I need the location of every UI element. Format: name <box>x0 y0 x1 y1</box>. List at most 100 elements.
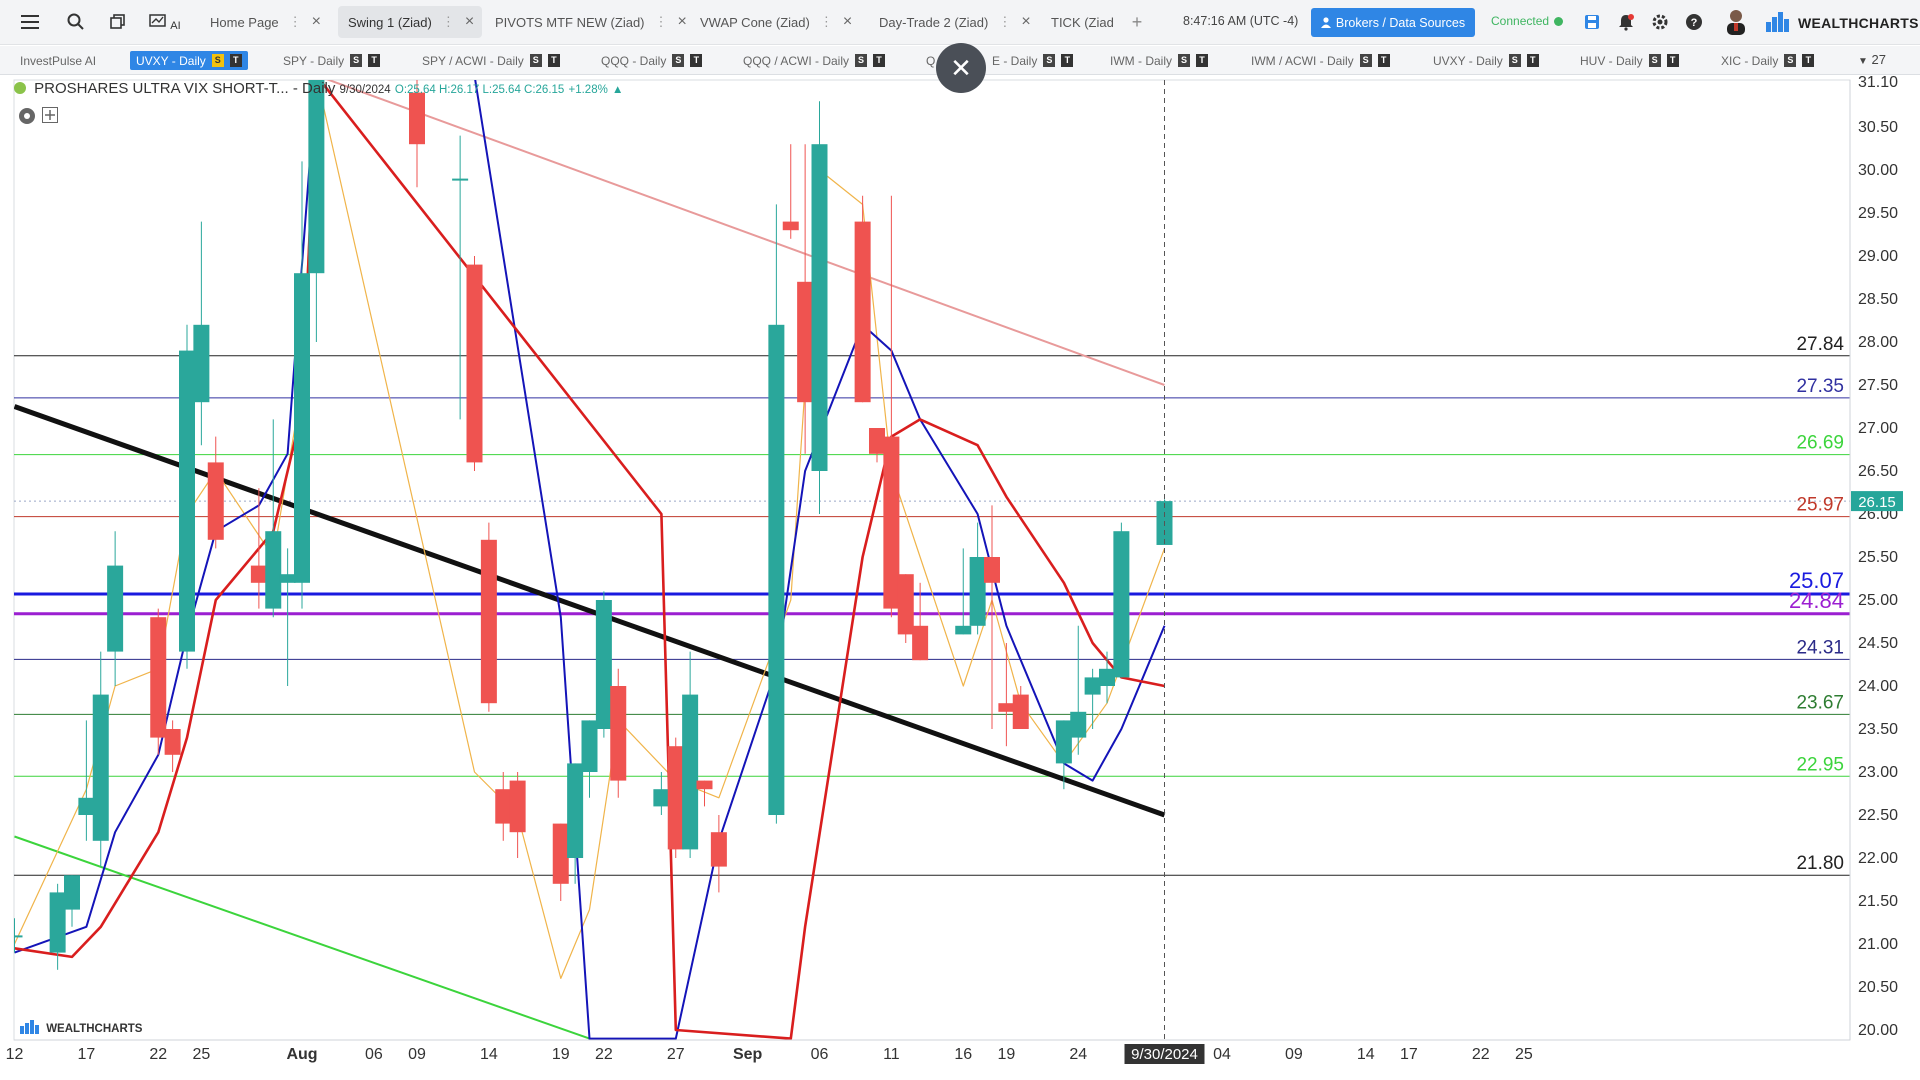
crosshair-date-tag <box>1124 1044 1205 1064</box>
candle-body <box>1099 668 1115 686</box>
symbol-tab-label: InvestPulse AI <box>20 53 97 68</box>
tab-close-icon[interactable]: × <box>464 13 475 30</box>
level-label: 27.84 <box>1796 334 1844 355</box>
badge-s: S <box>211 54 224 67</box>
symbol-tab-0[interactable]: InvestPulse AI <box>20 51 96 70</box>
status-dot-icon <box>1554 17 1564 26</box>
indicator-settings-icon[interactable] <box>18 107 36 130</box>
add-indicator-icon[interactable] <box>42 107 58 128</box>
x-tick-label: 19 <box>552 1046 570 1063</box>
symbol-tab-4[interactable]: QQQ - Daily S T <box>601 51 703 70</box>
up-arrow-icon: ▲ <box>612 84 624 96</box>
layouts-icon[interactable] <box>106 10 130 34</box>
last-price-label: 26.15 <box>1858 494 1896 511</box>
symbol-tab-9[interactable]: IWM / ACWI - Daily S T <box>1251 51 1390 70</box>
x-tick-label: 06 <box>811 1046 829 1063</box>
hamburger-menu-icon[interactable] <box>18 10 42 34</box>
x-tick-label: 22 <box>595 1046 613 1063</box>
tab-close-icon[interactable]: × <box>311 13 321 30</box>
symbol-tab-8[interactable]: IWM - Daily S T <box>1110 51 1208 70</box>
help-icon[interactable]: ? <box>1682 10 1706 34</box>
candle-body <box>294 273 310 583</box>
symbol-tab-label: QQQ / ACWI - Daily <box>743 53 850 68</box>
symbol-tab-3[interactable]: SPY / ACWI - Daily S T <box>422 51 560 70</box>
candle-body <box>595 600 612 729</box>
chevron-down-icon: ▼ <box>1858 56 1868 67</box>
ai-chart-icon[interactable]: AI <box>148 10 182 34</box>
candle-body <box>1055 720 1072 764</box>
badge-t: T <box>547 54 560 67</box>
x-tick-label: 16 <box>954 1046 972 1063</box>
level-label: 24.84 <box>1789 588 1844 613</box>
symbol-tab-11[interactable]: HUV - Daily S T <box>1580 51 1679 70</box>
symbol-tab-5[interactable]: QQQ / ACWI - Daily S T <box>743 51 886 70</box>
legend-title: PROSHARES ULTRA VIX SHORT-T... <box>34 80 289 97</box>
y-tick-label: 29.00 <box>1858 248 1898 265</box>
price-chart[interactable]: 20.00 20.50 21.00 21.50 22.00 22.50 23.00 23.50… <box>0 74 1920 1064</box>
brand-logo-icon <box>1766 10 1790 34</box>
badge-s: S <box>1359 54 1372 67</box>
symbol-tab-7[interactable]: E - Daily S T <box>992 51 1074 70</box>
candle-body <box>869 428 885 454</box>
candle-body <box>682 694 699 850</box>
gear-icon[interactable] <box>1648 10 1672 34</box>
avatar[interactable] <box>1722 7 1750 35</box>
tab-close-icon[interactable]: × <box>1021 13 1031 30</box>
search-icon[interactable] <box>64 10 88 34</box>
symbol-tab-2[interactable]: SPY - Daily S T <box>283 51 381 70</box>
tab-0[interactable]: Home Page ⋮ × <box>200 6 329 38</box>
bell-icon[interactable] <box>1614 10 1638 34</box>
x-tick-label: 19 <box>997 1046 1015 1063</box>
candle-body <box>912 625 929 661</box>
badge-t: T <box>229 54 242 67</box>
candle-body <box>49 892 66 953</box>
add-tab-icon[interactable]: + <box>1131 11 1143 32</box>
brokers-button[interactable]: Brokers / Data Sources <box>1311 8 1475 37</box>
symbol-tab-label: IWM - Daily <box>1110 53 1172 68</box>
candle-body <box>955 625 972 635</box>
candle-body <box>193 324 210 403</box>
badge-s: S <box>1043 54 1056 67</box>
brokers-label: Brokers / Data Sources <box>1335 15 1466 30</box>
candle-body <box>984 557 1000 583</box>
y-tick-label: 28.50 <box>1858 291 1898 308</box>
candle-body <box>409 92 425 145</box>
close-icon: ✕ <box>950 52 972 83</box>
tab-menu-icon[interactable]: ⋮ <box>288 14 302 29</box>
tab-menu-icon[interactable]: ⋮ <box>819 14 833 29</box>
save-icon[interactable] <box>1580 10 1604 34</box>
y-tick-label: 30.00 <box>1858 162 1898 179</box>
candle-body <box>710 832 727 867</box>
tab-menu-icon[interactable]: ⋮ <box>654 14 668 29</box>
candle-body <box>696 780 713 790</box>
x-tick-label: 17 <box>77 1046 95 1063</box>
tab-label: TICK (Ziad <box>1051 14 1114 30</box>
tab-1[interactable]: Swing 1 (Ziad) ⋮ × <box>338 6 483 38</box>
more-tabs-dropdown[interactable]: ▼ 27 <box>1858 52 1886 67</box>
x-tick-label: 22 <box>149 1046 167 1063</box>
price-axis[interactable] <box>1850 80 1906 1040</box>
tab-2[interactable]: PIVOTS MTF NEW (Ziad) ⋮ × <box>485 6 695 38</box>
symbol-tab-6[interactable]: Q <box>926 51 935 70</box>
tab-close-icon[interactable]: × <box>677 13 687 30</box>
symbol-tab-10[interactable]: UVXY - Daily S T <box>1433 51 1539 70</box>
symbol-tab-1[interactable]: UVXY - Daily S T <box>130 51 248 70</box>
tab-3[interactable]: VWAP Cone (Ziad) ⋮ × <box>690 6 860 38</box>
candle-body <box>567 763 584 858</box>
close-overlay-button[interactable]: ✕ <box>936 43 986 93</box>
badge-t: T <box>1802 54 1815 67</box>
tab-menu-icon[interactable]: ⋮ <box>441 14 455 29</box>
tab-close-icon[interactable]: × <box>842 13 853 30</box>
ai-label: AI <box>170 20 181 32</box>
tab-menu-icon[interactable]: ⋮ <box>998 14 1012 29</box>
x-tick-label: 22 <box>1472 1046 1490 1063</box>
tab-4[interactable]: Day-Trade 2 (Ziad) ⋮ × <box>869 6 1039 38</box>
top-toolbar: AI Home Page ⋮ × Swing 1 (Ziad) ⋮ × PIVOTS MTF… <box>0 0 1920 45</box>
y-tick-label: 23.50 <box>1858 721 1898 738</box>
y-tick-label: 22.50 <box>1858 807 1898 824</box>
tab-5[interactable]: TICK (Ziad <box>1041 6 1122 38</box>
y-tick-label: 25.50 <box>1858 549 1898 566</box>
x-tick-label: 17 <box>1400 1046 1418 1063</box>
symbol-tab-12[interactable]: XIC - Daily S T <box>1721 51 1815 70</box>
candle-body <box>1084 677 1101 695</box>
